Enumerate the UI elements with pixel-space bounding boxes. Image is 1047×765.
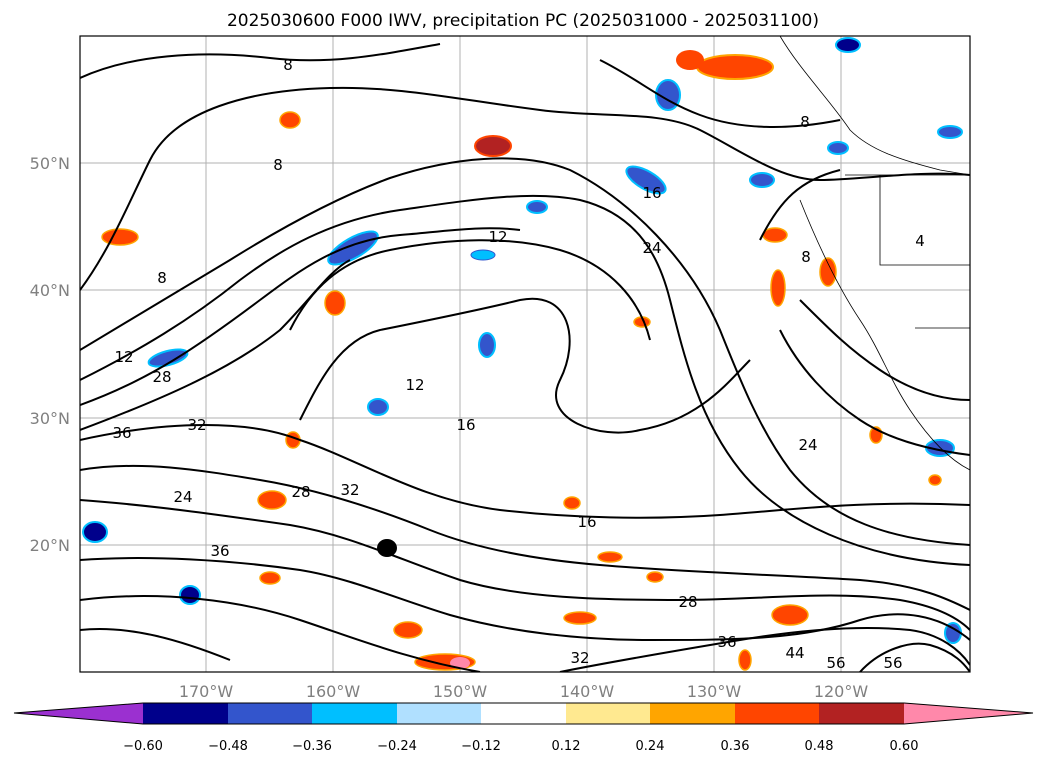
- map-background: [80, 36, 970, 672]
- contour-label: 8: [157, 269, 167, 287]
- contour-label: 24: [798, 436, 817, 454]
- contour-label: 24: [642, 239, 661, 257]
- colorbar-tick-label: −0.36: [292, 739, 332, 754]
- colorbar-tick-label: 0.36: [721, 739, 750, 754]
- colorbar-tick-label: −0.24: [377, 739, 417, 754]
- contour-label: 8: [800, 113, 810, 131]
- map-frame: [79, 35, 971, 673]
- contour-label: 24: [173, 488, 192, 506]
- lon-label: 170°W: [179, 682, 234, 701]
- colorbar-right-extension: [904, 703, 1033, 724]
- contour-label: 16: [642, 184, 661, 202]
- contour-label: 28: [291, 483, 310, 501]
- contour-label: 32: [570, 649, 589, 667]
- contour-label: 32: [187, 416, 206, 434]
- colorbar-tick-label: 0.24: [636, 739, 665, 754]
- contour-label: 16: [577, 513, 596, 531]
- precip-shading: [82, 37, 963, 671]
- colorbar-outline: [13, 702, 1034, 725]
- lon-label: 160°W: [306, 682, 361, 701]
- contour-label: 28: [678, 593, 697, 611]
- colorbar-segment: [735, 703, 819, 724]
- contour-label: 44: [785, 644, 804, 662]
- contour-label: 36: [717, 633, 736, 651]
- contour-label: 28: [152, 368, 171, 386]
- coastlines: [779, 36, 970, 471]
- colorbar-tick-label: 0.60: [890, 739, 919, 754]
- colorbar-segment: [228, 703, 312, 724]
- lat-label: 30°N: [30, 409, 70, 428]
- contour-label: 8: [283, 56, 293, 74]
- contour-label: 36: [112, 424, 131, 442]
- contour-label: 12: [405, 376, 424, 394]
- contour-label: 56: [826, 654, 845, 672]
- colorbar-tick-label: −0.60: [123, 739, 163, 754]
- contour-label: 8: [801, 248, 811, 266]
- contour-label: 36: [210, 542, 229, 560]
- lon-label: 130°W: [687, 682, 742, 701]
- colorbar-segment: [566, 703, 650, 724]
- iwv-contours: [80, 43, 970, 672]
- colorbar-tick-label: −0.48: [208, 739, 248, 754]
- lat-label: 40°N: [30, 281, 70, 300]
- colorbar-left-extension: [14, 703, 143, 724]
- contour-label-group: 8 8 8 8 8 12 12 12 16 16 16 24 24 24 28 …: [112, 56, 924, 672]
- contour-label: 12: [114, 348, 133, 366]
- colorbar-tick-label: −0.12: [461, 739, 501, 754]
- contour-label: 12: [488, 228, 507, 246]
- longitude-labels: 170°W 160°W 150°W 140°W 130°W 120°W: [179, 682, 869, 701]
- lat-label: 20°N: [30, 536, 70, 555]
- colorbar-segment: [481, 703, 566, 724]
- map-title: 2025030600 F000 IWV, precipitation PC (2…: [227, 11, 819, 31]
- colorbar-tick-label: 0.48: [805, 739, 834, 754]
- contour-label: 32: [340, 481, 359, 499]
- map-panel: 8 8 8 8 8 12 12 12 16 16 16 24 24 24 28 …: [79, 35, 971, 673]
- colorbar-segment: [650, 703, 735, 724]
- latitude-labels: 50°N 40°N 30°N 20°N: [30, 154, 70, 555]
- contour-label: 4: [915, 232, 925, 250]
- colorbar-segment: [312, 703, 397, 724]
- colorbar-segment: [397, 703, 481, 724]
- colorbar-segment: [819, 703, 904, 724]
- colorbar-segment: [143, 703, 228, 724]
- lat-label: 50°N: [30, 154, 70, 173]
- contour-label: 8: [273, 156, 283, 174]
- contour-label: 56: [883, 654, 902, 672]
- colorbar-tick-label: 0.12: [552, 739, 581, 754]
- lon-label: 120°W: [814, 682, 869, 701]
- lon-label: 140°W: [560, 682, 615, 701]
- lon-label: 150°W: [433, 682, 488, 701]
- contour-label: 16: [456, 416, 475, 434]
- colorbar: −0.60 −0.48 −0.36 −0.24 −0.12 0.12 0.24 …: [13, 702, 1034, 754]
